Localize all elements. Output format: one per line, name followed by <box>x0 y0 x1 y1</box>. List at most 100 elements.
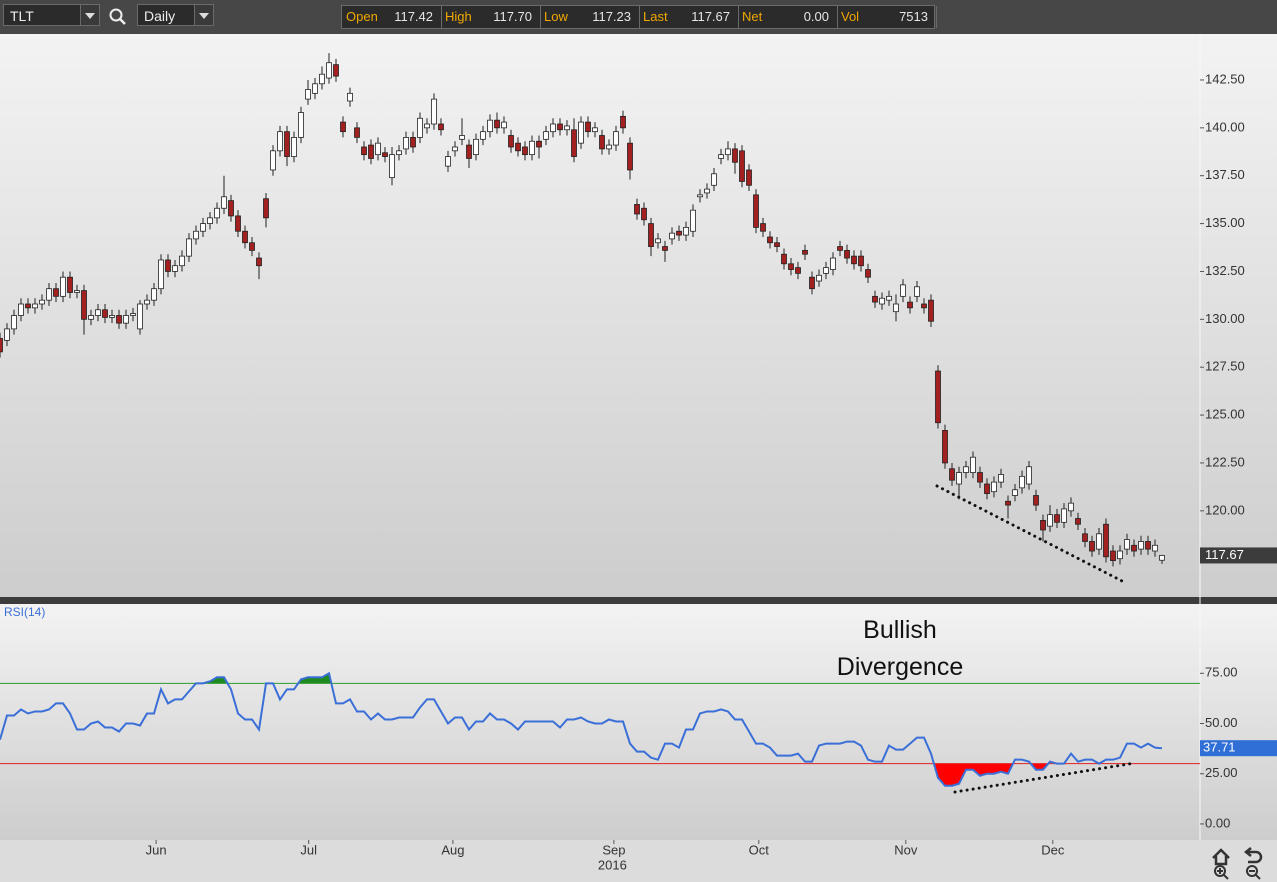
y-tick-label: 130.00 <box>1205 311 1245 326</box>
y-tick-label: 125.00 <box>1205 407 1245 422</box>
quote-item: Vol 7513 <box>837 6 937 28</box>
toolbar: TLT Daily Open 117.42 High 117.70 Low 117.23 L… <box>0 0 1277 34</box>
home-button[interactable] <box>1212 848 1230 866</box>
search-icon[interactable] <box>108 7 128 27</box>
symbol-field[interactable]: TLT <box>3 4 100 26</box>
candle-body <box>550 123 556 133</box>
candle-body <box>977 472 983 483</box>
candle-body <box>669 232 675 240</box>
candle-body <box>0 338 3 353</box>
candle-body <box>725 148 731 156</box>
candle-body <box>501 121 507 129</box>
candle-body <box>1131 544 1137 552</box>
interval-field[interactable]: Daily <box>137 4 214 26</box>
candle-body <box>844 249 850 259</box>
candle-body <box>179 255 185 267</box>
annotation: Bullish Divergence <box>836 616 964 681</box>
x-tick-label: Aug <box>441 842 464 857</box>
candle-body <box>1145 541 1151 550</box>
candle-body <box>151 288 157 301</box>
candle-body <box>599 135 605 150</box>
candle-body <box>942 429 948 464</box>
candle-body <box>1012 489 1018 496</box>
candle-body <box>795 267 801 274</box>
candle-body <box>95 309 101 316</box>
candle-body <box>459 135 465 140</box>
candle-body <box>326 62 332 79</box>
candle-body <box>711 173 717 186</box>
price-trendline <box>935 484 1124 583</box>
candle-body <box>361 146 367 156</box>
candle-body <box>144 299 150 305</box>
candle-body <box>928 299 934 322</box>
y-tick-label: 25.00 <box>1205 765 1238 780</box>
quote-label: High <box>445 9 472 24</box>
candle-body <box>879 297 885 305</box>
candle-body <box>732 148 738 163</box>
candle-body <box>11 315 17 330</box>
candle-body <box>102 309 108 318</box>
candle-body <box>606 144 612 150</box>
quote-value: 0.00 <box>803 9 829 24</box>
candle-body <box>851 255 857 265</box>
candle-body <box>123 315 129 324</box>
candle-body <box>1040 520 1046 531</box>
candle-body <box>718 154 724 159</box>
candle-body <box>116 315 122 324</box>
candle-body <box>634 204 640 215</box>
quote-item: Low 117.23 <box>540 6 640 28</box>
candle-body <box>1026 466 1032 485</box>
rsi-panel <box>0 604 1277 840</box>
candle-body <box>53 288 59 297</box>
x-axis-band <box>0 840 1277 882</box>
candle-body <box>389 154 395 179</box>
y-tick-label: 50.00 <box>1205 715 1238 730</box>
candle-body <box>788 263 794 270</box>
candle-body <box>529 140 535 156</box>
zoom-in-button[interactable] <box>1214 865 1229 880</box>
symbol: TLT <box>10 8 34 24</box>
candle-body <box>1033 495 1039 506</box>
y-tick-label: 127.50 <box>1205 359 1245 374</box>
candle-body <box>921 303 927 309</box>
candle-body <box>1110 550 1116 562</box>
candle-body <box>347 92 353 102</box>
candle-body <box>886 295 892 301</box>
last-price-label: 117.67 <box>1205 547 1244 562</box>
candle-body <box>424 123 430 129</box>
candle-body <box>396 150 402 156</box>
candle-body <box>130 313 136 316</box>
candle-body <box>697 194 703 198</box>
y-tick-label: 132.50 <box>1205 263 1245 278</box>
dropdown[interactable] <box>194 5 213 25</box>
candle-body <box>354 127 360 138</box>
zoom-out-button[interactable] <box>1246 865 1261 880</box>
candle-body <box>1061 508 1067 523</box>
candle-body <box>760 223 766 232</box>
quote-value: 7513 <box>899 9 928 24</box>
x-tick-label: Sep <box>602 842 625 857</box>
year-label: 2016 <box>598 857 627 872</box>
candle-body <box>585 121 591 133</box>
candle-body <box>1089 541 1095 552</box>
candle-body <box>522 146 528 156</box>
candle-body <box>641 207 647 221</box>
candle-body <box>417 117 423 138</box>
candle-body <box>242 230 248 244</box>
candle-body <box>193 230 199 240</box>
candle-body <box>249 242 255 251</box>
candle-body <box>1075 518 1081 525</box>
quote-item: Last 117.67 <box>639 6 739 28</box>
candle-body <box>753 194 759 228</box>
candle-body <box>837 246 843 251</box>
plot-layer: 120.00 122.50 125.00 127.50 130.00 132.50 135.… <box>0 53 1277 872</box>
candle-body <box>984 483 990 494</box>
interval: Daily <box>144 8 176 24</box>
dropdown[interactable] <box>80 5 99 25</box>
candle-body <box>165 259 171 272</box>
candle-body <box>81 290 87 320</box>
candle-body <box>410 137 416 148</box>
candle-body <box>592 127 598 133</box>
undo-button[interactable] <box>1243 847 1263 864</box>
